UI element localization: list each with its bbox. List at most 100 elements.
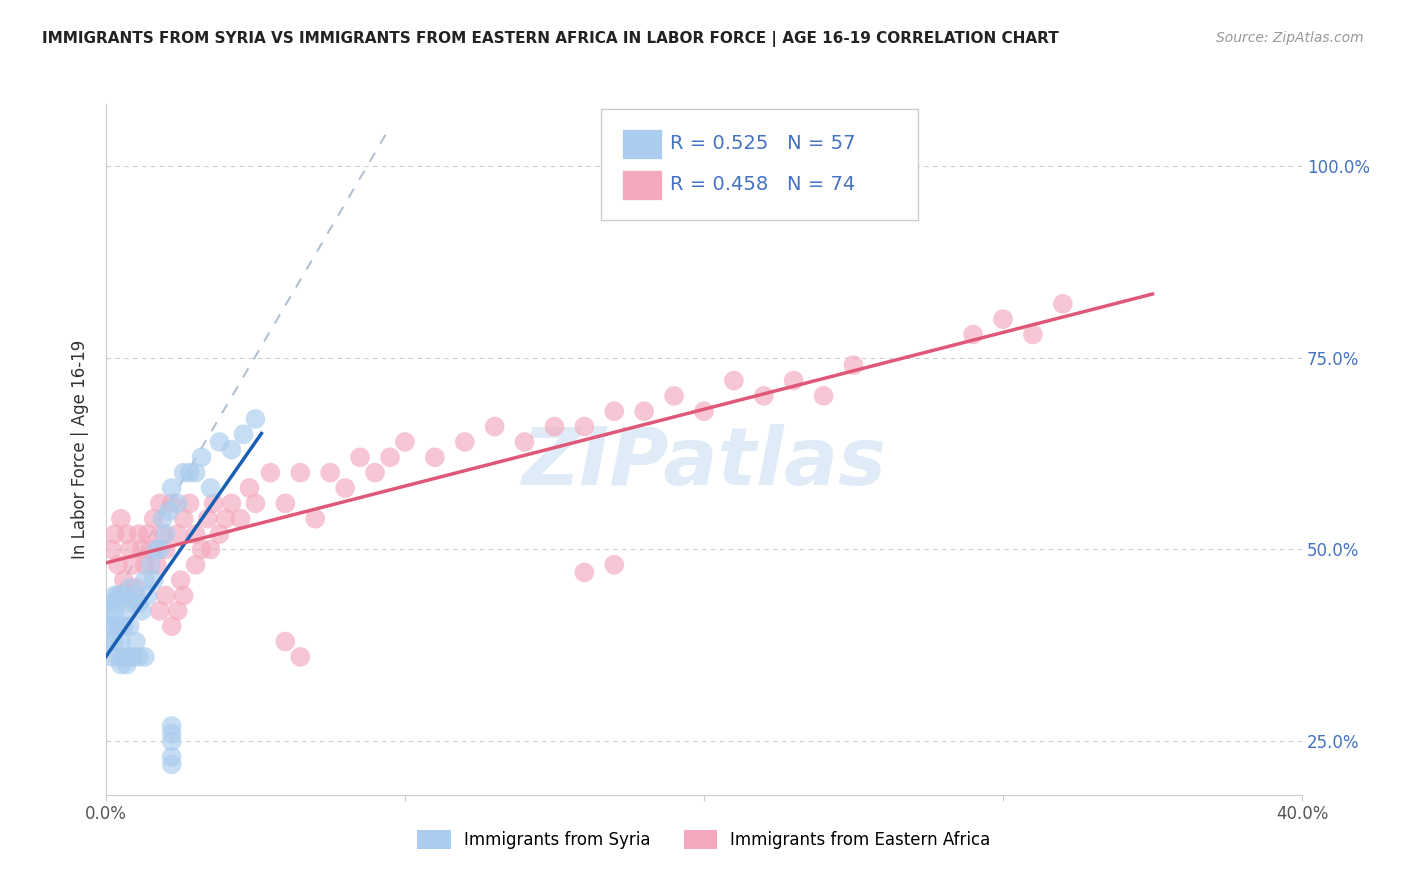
Point (128, 649, 150, 664)
Point (118, 649, 141, 664)
Point (125, 581, 148, 595)
Point (603, 404, 626, 418)
Point (221, 496, 243, 510)
Point (200, 542, 222, 557)
Point (166, 604, 188, 618)
Point (208, 434, 231, 449)
Point (160, 719, 183, 733)
Point (134, 649, 156, 664)
Point (319, 466, 342, 480)
Point (173, 466, 195, 480)
Legend: Immigrants from Syria, Immigrants from Eastern Africa: Immigrants from Syria, Immigrants from E… (411, 823, 997, 855)
Point (104, 634, 127, 648)
Point (110, 589, 132, 603)
Point (107, 619, 129, 633)
Point (693, 404, 716, 418)
Point (274, 634, 297, 648)
Point (169, 573, 191, 587)
Point (125, 589, 148, 603)
Point (364, 466, 387, 480)
Text: IMMIGRANTS FROM SYRIA VS IMMIGRANTS FROM EASTERN AFRICA IN LABOR FORCE | AGE 16-: IMMIGRANTS FROM SYRIA VS IMMIGRANTS FROM… (42, 31, 1059, 47)
Point (423, 450, 446, 465)
Point (197, 512, 219, 526)
Point (115, 604, 138, 618)
Point (131, 542, 153, 557)
Point (97, 604, 120, 618)
Point (173, 589, 195, 603)
Text: R = 0.525   N = 57: R = 0.525 N = 57 (671, 135, 856, 153)
Point (633, 404, 655, 418)
Point (160, 749, 183, 764)
Point (274, 496, 297, 510)
Point (110, 657, 132, 672)
Point (107, 558, 129, 572)
Point (574, 566, 596, 580)
Point (104, 589, 127, 603)
Point (662, 389, 685, 403)
Point (139, 558, 162, 572)
Text: ZIPatlas: ZIPatlas (522, 425, 886, 502)
Point (184, 558, 207, 572)
Point (115, 657, 138, 672)
Point (232, 427, 254, 442)
Point (142, 573, 165, 587)
Point (118, 619, 141, 633)
Point (484, 419, 506, 434)
Point (125, 634, 148, 648)
Point (101, 649, 124, 664)
Point (121, 596, 143, 610)
Point (349, 450, 371, 465)
Point (290, 466, 312, 480)
Point (157, 504, 180, 518)
Point (112, 589, 135, 603)
Point (136, 589, 159, 603)
Point (107, 589, 129, 603)
Point (214, 512, 236, 526)
Y-axis label: In Labor Force | Age 16-19: In Labor Force | Age 16-19 (72, 340, 89, 559)
Point (160, 496, 183, 510)
Point (603, 558, 626, 572)
Point (184, 466, 207, 480)
Point (101, 619, 124, 633)
Point (783, 374, 806, 388)
Point (155, 589, 177, 603)
Point (121, 558, 143, 572)
Point (184, 527, 207, 541)
Point (152, 512, 174, 526)
Point (259, 466, 281, 480)
Point (97, 634, 120, 648)
Point (149, 496, 172, 510)
Point (1022, 327, 1045, 342)
Point (139, 542, 162, 557)
Point (574, 419, 596, 434)
Point (121, 649, 143, 664)
Point (1052, 297, 1074, 311)
Point (118, 542, 141, 557)
Point (543, 419, 565, 434)
Point (101, 542, 124, 557)
Point (190, 450, 212, 465)
Point (101, 596, 124, 610)
Point (149, 604, 172, 618)
Point (179, 466, 201, 480)
Point (173, 512, 195, 526)
Point (160, 619, 183, 633)
Point (229, 512, 252, 526)
Point (112, 619, 135, 633)
Point (190, 542, 212, 557)
Point (112, 649, 135, 664)
Point (104, 527, 127, 541)
Point (110, 619, 132, 633)
Point (752, 389, 775, 403)
Point (145, 558, 167, 572)
Point (128, 596, 150, 610)
Text: R = 0.458   N = 74: R = 0.458 N = 74 (671, 176, 855, 194)
Point (145, 542, 167, 557)
Point (149, 542, 172, 557)
Point (166, 527, 188, 541)
Point (813, 389, 835, 403)
Point (155, 527, 177, 541)
Point (128, 527, 150, 541)
Point (131, 604, 153, 618)
Point (97, 619, 120, 633)
